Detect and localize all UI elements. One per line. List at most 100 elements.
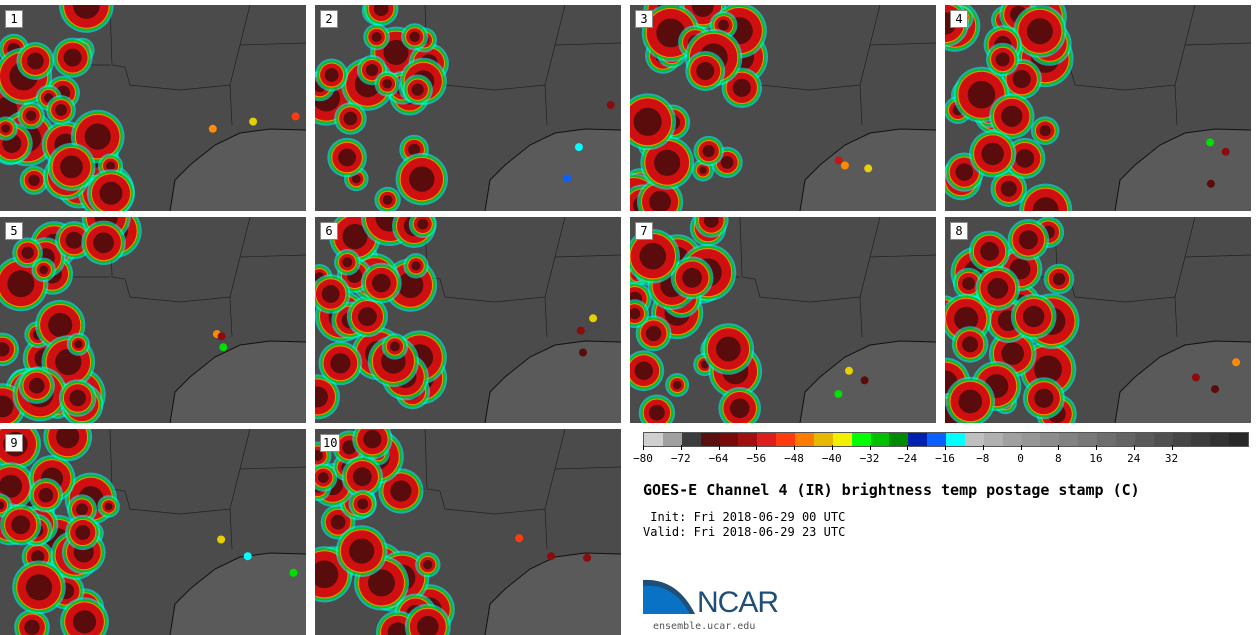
colorbar-segment [681, 433, 701, 446]
panel-number-label: 1 [5, 10, 23, 28]
colorbar-tick [831, 445, 833, 450]
colorbar-tick [1133, 445, 1135, 450]
colorbar-segment [1210, 433, 1230, 446]
colorbar-tick [794, 445, 795, 450]
panel-number-label: 3 [635, 10, 653, 28]
panel-number-label: 5 [5, 222, 23, 240]
colorbar-segment [1059, 433, 1079, 446]
colorbar-segment [644, 433, 663, 446]
colorbar-tick-label: 8 [1054, 452, 1062, 465]
colorbar-segment [1153, 433, 1173, 446]
panel-number-label: 8 [950, 222, 968, 240]
colorbar-segment [964, 433, 984, 446]
colorbar-tick-label: −24 [897, 452, 918, 465]
colorbar-tick [907, 445, 909, 450]
colorbar-segment [795, 433, 814, 446]
colorbar-segment [870, 433, 890, 446]
colorbar-segment [1191, 433, 1211, 446]
colorbar-tick-label: 16 [1089, 452, 1103, 465]
colorbar-tick-label: −64 [708, 452, 729, 465]
ir-map [0, 5, 306, 211]
valid-time: Valid: Fri 2018-06-29 23 UTC [643, 525, 846, 539]
website-url: ensemble.ucar.edu [653, 621, 756, 632]
ir-map [315, 429, 621, 635]
colorbar-tick [945, 445, 946, 450]
colorbar-segment [908, 433, 928, 446]
ncar-logo-text: NCAR [697, 586, 779, 619]
colorbar-ticks: −80 −72 −64 −56 −48 −40 −32 −24 −16 −8 0 8 16 24 32 [633, 445, 1247, 469]
colorbar-segment [700, 433, 720, 446]
postage-stamp-panel: 3 [630, 5, 936, 211]
colorbar-tick-label: −16 [935, 452, 955, 465]
colorbar-segment [927, 433, 946, 446]
colorbar-tick-label: −80 [633, 452, 653, 465]
colorbar-segment [983, 433, 1003, 446]
colorbar-tick-label: −56 [746, 452, 767, 465]
colorbar-segment [1002, 433, 1022, 446]
figure-title: GOES-E Channel 4 (IR) brightness temp po… [643, 481, 1140, 499]
panel-number-label: 4 [950, 10, 968, 28]
ir-map [0, 429, 306, 635]
postage-stamp-panel: 6 [315, 217, 621, 423]
init-time: Init: Fri 2018-06-29 00 UTC [643, 510, 846, 524]
colorbar-segment [813, 433, 833, 446]
panel-number-label: 2 [320, 10, 338, 28]
colorbar-tick [982, 445, 984, 450]
colorbar-segment [851, 433, 871, 446]
colorbar-segment [1040, 433, 1060, 446]
colorbar-segment [832, 433, 852, 446]
ir-map [0, 217, 306, 423]
colorbar-segment [1115, 433, 1135, 446]
colorbar-tick-label: −32 [859, 452, 880, 465]
colorbar-tick [756, 445, 758, 450]
panel-number-label: 10 [320, 434, 341, 452]
colorbar-tick-label: 32 [1164, 452, 1179, 465]
colorbar-tick-label: 0 [1017, 452, 1024, 465]
colorbar-segment [776, 433, 795, 446]
colorbar-tick-label: −72 [670, 452, 691, 465]
panel-number-label: 7 [635, 222, 653, 240]
postage-stamp-panel: 9 [0, 429, 306, 635]
colorbar-tick [718, 445, 720, 450]
colorbar-segment [1021, 433, 1041, 446]
colorbar-segment [662, 433, 682, 446]
colorbar-segment [1134, 433, 1154, 446]
postage-stamp-panel: 8 [945, 217, 1251, 423]
postage-stamp-panel: 1 [0, 5, 306, 211]
colorbar-tick [643, 445, 644, 450]
colorbar-segment [757, 433, 777, 446]
colorbar-segment [738, 433, 758, 446]
colorbar-tick [1096, 445, 1097, 450]
ir-map [630, 5, 936, 211]
postage-stamp-panel: 2 [315, 5, 621, 211]
ir-map [315, 5, 621, 211]
ir-map [945, 5, 1251, 211]
colorbar-tick [869, 445, 871, 450]
ir-map [630, 217, 936, 423]
colorbar-tick [1171, 445, 1173, 450]
postage-stamp-panel: 10 [315, 429, 621, 635]
colorbar-segment [1172, 433, 1192, 446]
colorbar-tick [680, 445, 682, 450]
postage-stamp-panel: 7 [630, 217, 936, 423]
colorbar-tick-label: −8 [976, 452, 990, 465]
colorbar-tick [1058, 445, 1060, 450]
panel-number-label: 9 [5, 434, 23, 452]
ir-map [315, 217, 621, 423]
postage-stamp-panel: 5 [0, 217, 306, 423]
colorbar-segment [946, 433, 965, 446]
colorbar-segment [889, 433, 909, 446]
colorbar-tick-label: 24 [1127, 452, 1141, 465]
colorbar-tick-label: −40 [821, 452, 842, 465]
panel-number-label: 6 [320, 222, 338, 240]
colorbar-segment [1097, 433, 1116, 446]
colorbar-segment [719, 433, 739, 446]
colorbar-tick-label: −48 [784, 452, 804, 465]
ncar-logo [643, 579, 695, 614]
colorbar-segment [1078, 433, 1097, 446]
colorbar [643, 432, 1249, 447]
colorbar-tick [1020, 445, 1022, 450]
colorbar-segment [1229, 433, 1248, 446]
ir-map [945, 217, 1251, 423]
postage-stamp-panel: 4 [945, 5, 1251, 211]
